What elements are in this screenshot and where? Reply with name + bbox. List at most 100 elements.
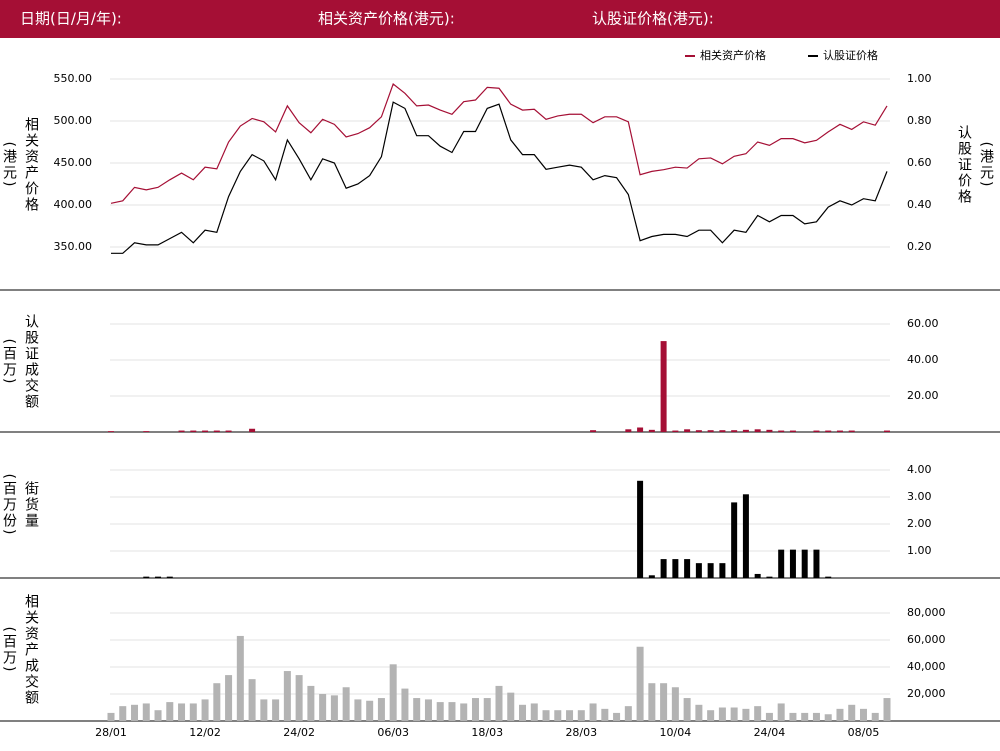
y2-tick-label: 3.00 xyxy=(907,490,932,503)
y2-tick-label: 40,000 xyxy=(907,660,946,673)
x-tick-label: 24/02 xyxy=(283,726,315,739)
date-label: 日期(日/月/年): xyxy=(20,10,122,28)
bar xyxy=(213,430,220,432)
x-tick-label: 24/04 xyxy=(754,726,786,739)
bar xyxy=(648,575,655,578)
y2-tick-label: 60.00 xyxy=(907,317,939,330)
bar xyxy=(424,699,432,721)
bar xyxy=(143,431,150,432)
bar xyxy=(413,698,421,721)
bar xyxy=(778,430,785,432)
bar xyxy=(377,698,385,721)
bar xyxy=(178,703,186,721)
bar xyxy=(765,712,773,721)
bar xyxy=(707,563,714,578)
y-axis-unit: (港元) xyxy=(1,142,17,189)
bar xyxy=(625,429,632,432)
bar xyxy=(272,699,280,721)
bar xyxy=(719,563,726,578)
bar xyxy=(166,576,173,578)
bar xyxy=(448,702,456,721)
bar xyxy=(836,708,844,721)
header-bar xyxy=(0,0,1000,38)
bar xyxy=(813,430,820,432)
bar xyxy=(742,708,750,721)
bar xyxy=(684,559,691,578)
y2-tick-label: 1.00 xyxy=(907,72,932,85)
y2-tick-label: 20.00 xyxy=(907,389,939,402)
bar xyxy=(730,707,738,721)
bar xyxy=(436,702,444,721)
bar xyxy=(554,710,562,721)
bar xyxy=(108,431,114,432)
price-line xyxy=(111,101,888,254)
y-axis-label: 相关资产价格 xyxy=(23,117,39,213)
bar xyxy=(695,430,702,432)
bar xyxy=(601,708,609,721)
bar xyxy=(225,430,232,432)
y-tick-label: 550.00 xyxy=(54,72,93,85)
bar xyxy=(613,712,621,721)
bar xyxy=(684,429,691,432)
y2-tick-label: 20,000 xyxy=(907,687,946,700)
bar xyxy=(637,480,644,578)
y-axis-label: 街货量 xyxy=(23,481,39,529)
bar xyxy=(248,679,256,721)
bar xyxy=(660,683,668,721)
bar xyxy=(754,573,761,578)
bar xyxy=(848,704,856,721)
x-tick-label: 18/03 xyxy=(471,726,503,739)
y2-tick-label: 0.20 xyxy=(907,240,932,253)
bar xyxy=(824,714,832,721)
bar xyxy=(143,576,150,578)
bar xyxy=(225,675,233,721)
y2-tick-label: 2.00 xyxy=(907,517,932,530)
bar xyxy=(189,703,197,721)
bar xyxy=(637,427,644,432)
bar xyxy=(883,698,891,721)
bar xyxy=(695,704,703,721)
underlying-label: 相关资产价格(港元): xyxy=(318,10,455,28)
bar xyxy=(683,698,691,721)
y-tick-label: 350.00 xyxy=(54,240,93,253)
bar xyxy=(249,428,256,432)
bar xyxy=(660,559,667,578)
bar xyxy=(460,703,468,721)
bar xyxy=(142,703,150,721)
x-tick-label: 28/01 xyxy=(95,726,127,739)
y-tick-label: 500.00 xyxy=(54,114,93,127)
legend-label: 认股证价格 xyxy=(823,48,878,62)
bar xyxy=(202,430,209,432)
bar xyxy=(166,702,174,721)
bar xyxy=(119,706,127,721)
bar xyxy=(495,685,503,721)
y2-tick-label: 1.00 xyxy=(907,544,932,557)
bar xyxy=(366,700,374,721)
bar xyxy=(731,502,738,578)
bar xyxy=(672,430,679,432)
y2-axis-label: 认股证价格 xyxy=(956,125,972,205)
bar xyxy=(859,708,867,721)
bar xyxy=(671,687,679,721)
bar xyxy=(672,559,679,578)
bar xyxy=(178,430,185,432)
y-tick-label: 450.00 xyxy=(54,156,93,169)
bar xyxy=(801,549,808,578)
x-tick-label: 08/05 xyxy=(848,726,880,739)
bar xyxy=(871,712,879,721)
bar xyxy=(566,710,574,721)
bar xyxy=(577,710,585,721)
bar xyxy=(789,712,797,721)
y2-tick-label: 4.00 xyxy=(907,463,932,476)
bar xyxy=(789,549,796,578)
bar xyxy=(319,694,327,721)
bar xyxy=(131,704,139,721)
y2-axis-unit: (港元) xyxy=(978,142,994,189)
bar xyxy=(190,430,197,432)
bar xyxy=(519,704,527,721)
bar xyxy=(660,341,667,432)
bar xyxy=(813,549,820,578)
bar xyxy=(707,710,715,721)
bar xyxy=(283,671,291,721)
y2-tick-label: 0.40 xyxy=(907,198,932,211)
